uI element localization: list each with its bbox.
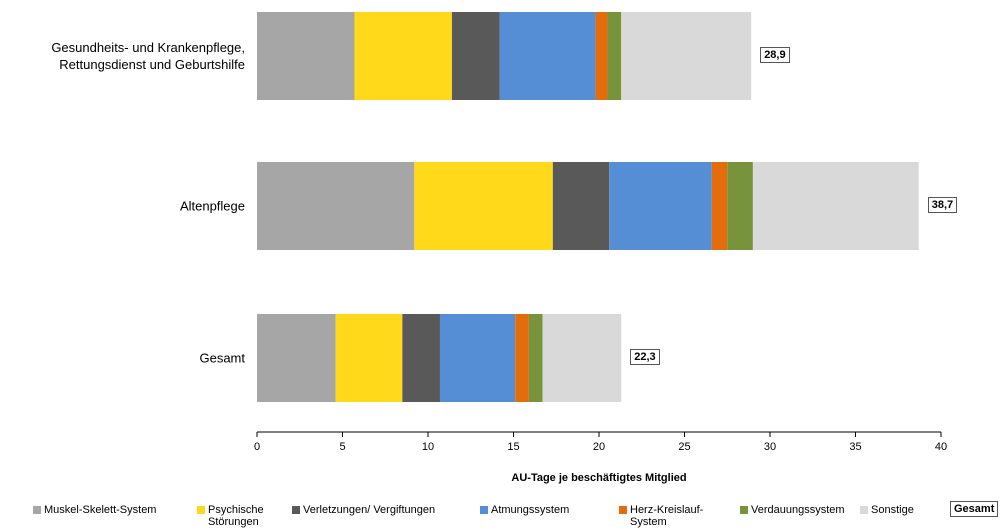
legend-label: Sonstige — [871, 504, 914, 516]
x-tick-label: 25 — [678, 441, 690, 453]
bar-segment — [711, 162, 728, 250]
legend-label: Psychische Störungen — [208, 504, 264, 528]
x-tick-label: 30 — [764, 441, 776, 453]
x-tick-label: 15 — [507, 441, 519, 453]
category-label: Altenpflege — [179, 198, 245, 214]
legend-label: Verletzungen/ Vergiftungen — [303, 504, 436, 516]
x-tick-label: 0 — [254, 441, 260, 453]
bar-segment — [402, 314, 440, 402]
legend-swatch — [480, 506, 488, 514]
legend-swatch — [860, 506, 868, 514]
legend-label: Herz-Kreislauf-System — [630, 504, 704, 528]
bar-segment — [727, 162, 753, 250]
bar-segment — [335, 314, 403, 402]
x-tick-label: 10 — [422, 441, 434, 453]
legend-label: Muskel-Skelett-System — [44, 504, 157, 516]
bar-segment — [451, 12, 500, 100]
total-label: 38,7 — [927, 197, 958, 213]
bar-segment — [414, 162, 553, 250]
bar-segment — [439, 314, 516, 402]
legend-swatch — [619, 506, 627, 514]
legend-swatch — [197, 506, 205, 514]
legend-label: Verdauungssystem — [751, 504, 845, 516]
legend-label: Atmungssystem — [491, 504, 570, 516]
bar-segment — [499, 12, 596, 100]
legend-total: Gesamt — [950, 501, 999, 517]
bar-segment — [542, 314, 622, 402]
x-tick-label: 40 — [935, 441, 947, 453]
x-tick-label: 5 — [339, 441, 345, 453]
legend-swatch — [292, 506, 300, 514]
bar-segment — [257, 314, 336, 402]
legend-item: Atmungssystem — [480, 504, 569, 516]
bar-segment — [354, 12, 452, 100]
legend-swatch — [33, 506, 41, 514]
category-label: Gesundheits- und Krankenpflege, Rettungs… — [51, 40, 245, 72]
bar-segment — [752, 162, 919, 250]
total-label: 22,3 — [630, 349, 660, 365]
legend-item: Psychische Störungen — [197, 504, 264, 528]
x-axis-title: AU-Tage je beschäftigtes Mitglied — [511, 472, 686, 484]
legend-item: Verletzungen/ Vergiftungen — [292, 504, 435, 516]
bar-segment — [621, 12, 752, 100]
bar-segment — [609, 162, 712, 250]
bar-segment — [552, 162, 610, 250]
bar-segment — [257, 162, 415, 250]
bar-segment — [528, 314, 543, 402]
legend-item: Herz-Kreislauf-System — [619, 504, 710, 528]
bar-segment — [595, 12, 608, 100]
legend-item: Sonstige — [860, 504, 914, 516]
legend-swatch — [740, 506, 748, 514]
bar-segment — [515, 314, 529, 402]
total-label: 28,9 — [760, 47, 790, 63]
bar-segment — [607, 12, 622, 100]
x-tick-label: 20 — [593, 441, 605, 453]
x-tick-label: 35 — [849, 441, 861, 453]
bar-segment — [257, 12, 355, 100]
category-label: Gesamt — [199, 350, 245, 366]
legend-item: Muskel-Skelett-System — [33, 504, 156, 516]
legend-item: Verdauungssystem — [740, 504, 845, 516]
